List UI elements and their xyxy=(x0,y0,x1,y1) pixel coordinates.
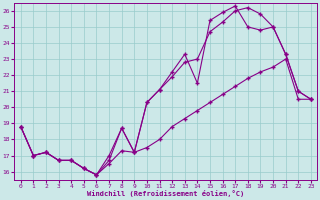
X-axis label: Windchill (Refroidissement éolien,°C): Windchill (Refroidissement éolien,°C) xyxy=(87,190,244,197)
